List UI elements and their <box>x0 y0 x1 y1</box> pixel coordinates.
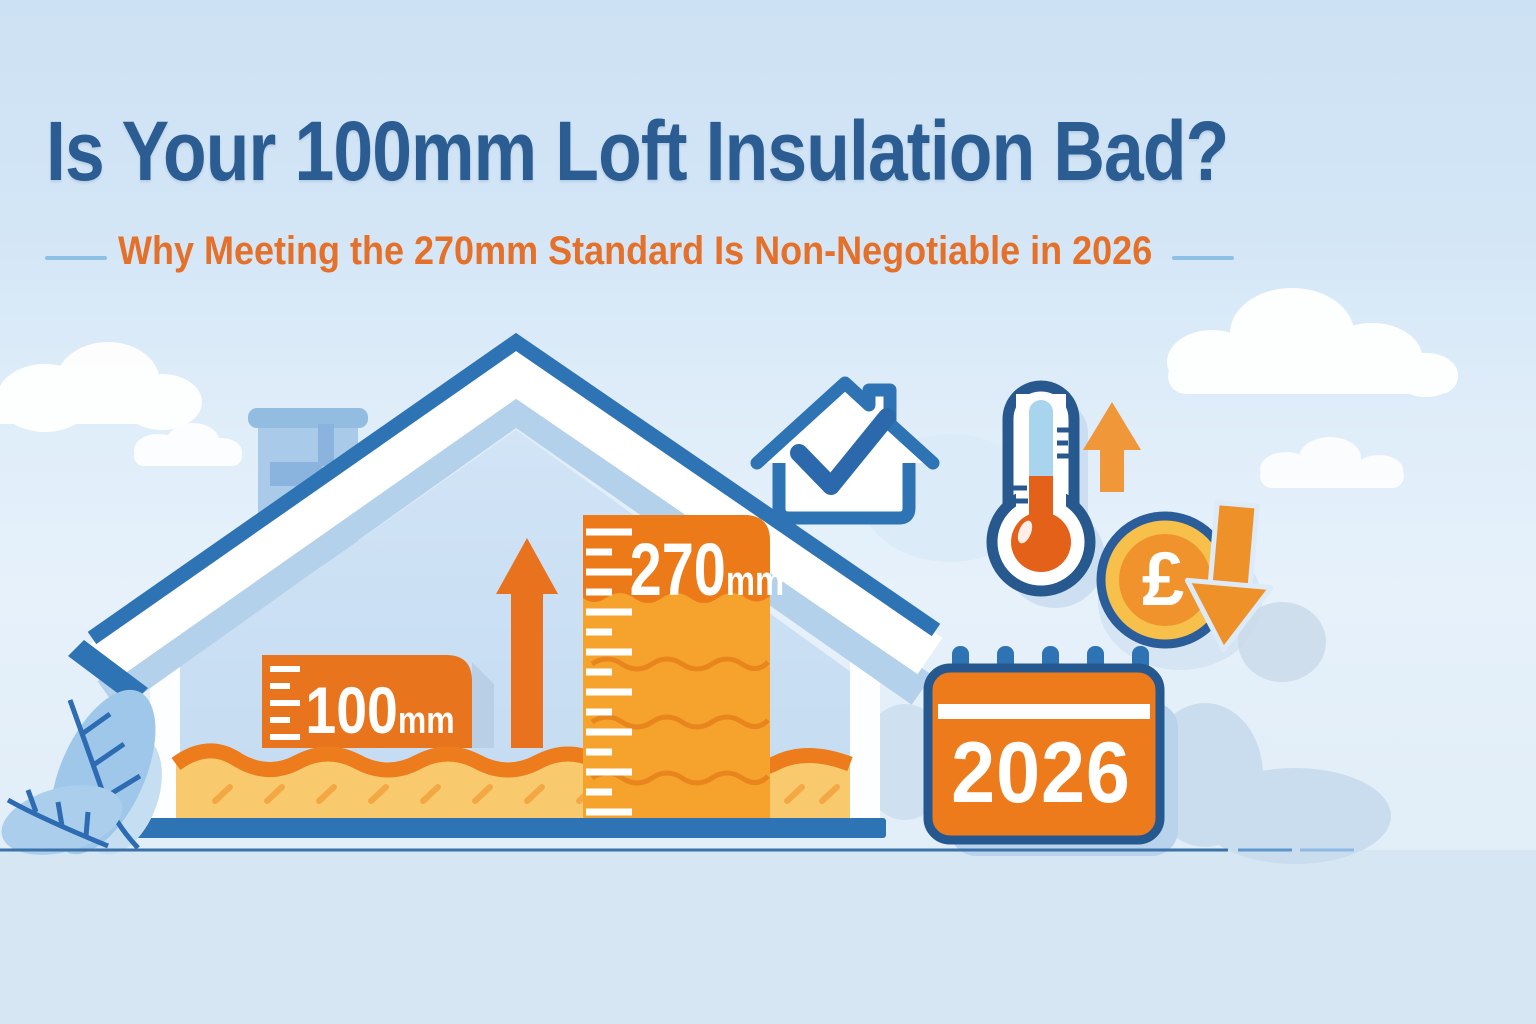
checkmark-icon <box>790 408 896 495</box>
heat-arrow-up-icon <box>1083 402 1141 492</box>
ruler-ticks-icon <box>586 528 632 816</box>
pound-coin-icon <box>1096 511 1234 649</box>
required-insulation-unit: mm <box>725 557 785 604</box>
cloud-right-large-icon <box>1167 288 1458 397</box>
current-insulation-value: 100 <box>305 673 398 747</box>
upgrade-arrow-up-icon <box>496 538 558 748</box>
required-insulation-label: 270mm <box>630 533 785 607</box>
thermometer-icon <box>986 380 1105 608</box>
cloud-left-large-icon <box>0 342 202 432</box>
insulation-wave-lines <box>590 656 770 786</box>
required-insulation-block <box>583 515 770 818</box>
current-insulation-label: 100mm <box>304 677 455 743</box>
current-insulation-unit: mm <box>397 700 455 742</box>
subtitle-right-dash <box>1172 256 1234 260</box>
current-insulation-block <box>262 655 494 748</box>
cloud-left-small-icon <box>134 423 242 466</box>
house-roof <box>68 332 943 711</box>
cloud-right-small-icon <box>1260 437 1404 488</box>
pound-symbol: £ <box>1141 537 1185 622</box>
page-title: Is Your 100mm Loft Insulation Bad? <box>46 104 1229 198</box>
page-subtitle: Why Meeting the 270mm Standard Is Non-Ne… <box>118 229 1153 273</box>
calendar-icon <box>923 646 1178 856</box>
calendar-year-label: 2026 <box>951 725 1131 821</box>
house-with-checkmark-icon <box>750 376 940 525</box>
thermometer-scale-ticks <box>1013 427 1071 504</box>
floor-slab <box>128 818 886 838</box>
ground <box>0 850 1536 1024</box>
cost-arrow-down-icon <box>1184 499 1274 653</box>
required-insulation-value: 270 <box>629 528 726 611</box>
subtitle-left-dash <box>45 256 107 260</box>
leaf-decoration-icon <box>1 689 162 855</box>
ruler-ticks-icon <box>270 666 300 740</box>
